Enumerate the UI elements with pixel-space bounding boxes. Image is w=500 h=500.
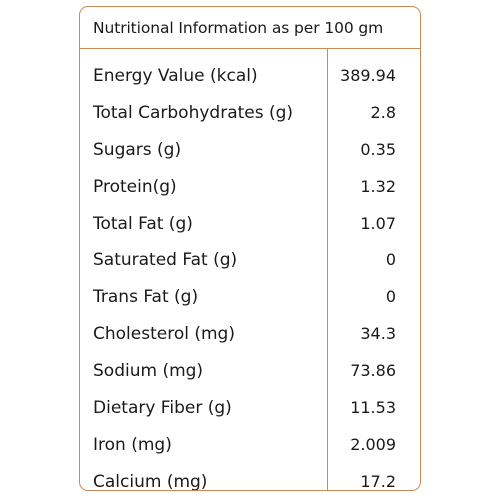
nutrient-row: Iron (mg) 2.009 <box>80 427 420 464</box>
nutrient-value: 34.3 <box>360 324 396 344</box>
nutrient-row: Dietary Fiber (g) 11.53 <box>80 390 420 427</box>
label-title: Nutritional Information as per 100 gm <box>80 7 420 49</box>
nutrient-value: 389.94 <box>340 66 396 85</box>
nutrient-value: 1.07 <box>360 213 396 233</box>
nutrient-row: Saturated Fat (g) 0 <box>80 242 420 279</box>
nutrient-value: 0 <box>385 250 396 270</box>
nutrient-value: 0 <box>385 287 396 307</box>
nutrient-value: 1.32 <box>360 176 396 196</box>
nutrient-row: Sodium (mg) 73.86 <box>80 353 420 390</box>
column-divider <box>327 49 328 490</box>
nutrient-rows: Energy Value (kcal) 389.94 Total Carbohy… <box>80 58 420 491</box>
nutrient-row: Calcium (mg) 17.2 <box>80 464 420 491</box>
nutrient-value: 73.86 <box>350 361 396 381</box>
nutrient-value: 17.2 <box>360 471 396 491</box>
nutrient-value: 11.53 <box>350 398 396 418</box>
nutrient-row: Sugars (g) 0.35 <box>80 132 420 169</box>
nutrient-name: Energy Value (kcal) <box>93 66 258 86</box>
nutrient-name: Calcium (mg) <box>93 471 208 491</box>
nutrient-row: Energy Value (kcal) 389.94 <box>80 58 420 95</box>
nutrient-name: Sodium (mg) <box>93 361 204 382</box>
nutrition-label: Nutritional Information as per 100 gm En… <box>79 6 421 491</box>
nutrient-row: Trans Fat (g) 0 <box>80 279 420 316</box>
nutrient-name: Total Fat (g) <box>93 213 193 234</box>
nutrient-value: 0.35 <box>360 139 396 159</box>
nutrient-name: Iron (mg) <box>93 434 172 455</box>
nutrient-value: 2.8 <box>370 102 396 122</box>
nutrient-name: Protein(g) <box>93 176 177 197</box>
nutrient-row: Total Fat (g) 1.07 <box>80 206 420 243</box>
nutrient-name: Sugars (g) <box>93 139 182 160</box>
nutrient-name: Total Carbohydrates (g) <box>93 102 294 123</box>
nutrient-name: Cholesterol (mg) <box>93 324 235 345</box>
nutrient-name: Trans Fat (g) <box>93 287 199 308</box>
nutrient-row: Total Carbohydrates (g) 2.8 <box>80 95 420 132</box>
nutrient-name: Saturated Fat (g) <box>93 250 238 271</box>
nutrient-value: 2.009 <box>350 434 396 454</box>
nutrient-row: Cholesterol (mg) 34.3 <box>80 316 420 353</box>
nutrient-row: Protein(g) 1.32 <box>80 169 420 206</box>
nutrient-name: Dietary Fiber (g) <box>93 398 232 419</box>
